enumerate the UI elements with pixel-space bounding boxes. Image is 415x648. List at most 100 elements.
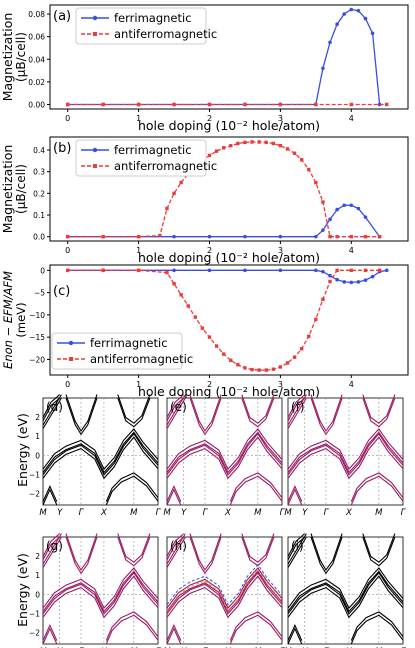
band-frame	[166, 536, 283, 645]
band-curve	[117, 536, 151, 567]
legend-marker-antiferro	[69, 357, 73, 361]
band-panel-label: (e)	[170, 400, 187, 414]
band-curve	[166, 432, 283, 476]
band-y-tick-label: −1	[29, 609, 40, 618]
data-point-antiferro	[229, 143, 233, 148]
data-point-antiferro	[363, 268, 368, 273]
band-frame	[166, 397, 283, 506]
y-axis-label-line1: Magnetization	[0, 13, 15, 102]
band-curve	[166, 571, 283, 615]
k-point-label: M	[254, 508, 262, 518]
data-point-antiferro	[377, 268, 382, 273]
band-curve	[362, 536, 396, 567]
data-point-antiferro	[299, 158, 304, 162]
band-y-tick-label: −1	[29, 470, 40, 479]
data-point-antiferro	[243, 366, 247, 370]
band-curve	[166, 428, 283, 471]
legend-marker-ferri	[92, 15, 98, 21]
k-point-label: M	[130, 508, 138, 518]
data-point-ferri	[278, 268, 283, 273]
data-point-antiferro	[385, 102, 389, 107]
panel-label: (b)	[53, 141, 71, 156]
data-point-antiferro	[179, 180, 183, 185]
band-curve	[166, 575, 283, 619]
k-point-label: Γ	[324, 508, 330, 518]
x-tick-label: 1	[136, 246, 141, 255]
band-curve	[362, 533, 396, 563]
band-curve	[241, 394, 275, 424]
x-tick-label: 4	[349, 114, 354, 123]
band-curve	[166, 397, 186, 429]
data-point-ferri	[172, 268, 176, 273]
band-curve	[42, 627, 58, 645]
data-point-antiferro	[158, 233, 162, 238]
band-structure-grid: (d)MYΓXMΓ210−1−2(e)MYΓXMΓ(f)MYΓXMΓ(g)MYΓ…	[29, 394, 407, 648]
data-point-ferri	[243, 234, 247, 239]
y-tick-label: 0.04	[28, 55, 45, 64]
band-curve-spin	[166, 563, 283, 606]
y-tick-label: 0.02	[28, 78, 45, 87]
x-tick-label: 1	[136, 380, 141, 389]
k-point-label: X	[224, 508, 231, 518]
legend-label-ferri: ferrimagnetic	[114, 11, 192, 25]
band-curve	[42, 428, 159, 471]
band-y-tick-label: 2	[35, 413, 40, 422]
k-point-label: M	[375, 508, 383, 518]
band-curve	[166, 488, 182, 506]
band-curve	[42, 431, 159, 474]
band-curve	[42, 488, 58, 506]
band-curve	[287, 627, 303, 645]
data-point-antiferro	[165, 206, 169, 211]
band-panel: (e)M Y Γ X M Γ	[163, 394, 286, 518]
data-point-ferri	[321, 66, 325, 71]
band-curve	[350, 472, 404, 502]
data-point-ferri	[370, 274, 375, 279]
band-curve	[229, 475, 283, 506]
band-curve	[310, 536, 343, 575]
data-point-ferri	[356, 8, 361, 13]
data-point-antiferro	[285, 361, 290, 365]
band-curve	[287, 394, 306, 418]
panel-label: (c)	[53, 284, 70, 299]
k-point-label: Γ	[156, 508, 162, 518]
data-point-antiferro	[257, 140, 261, 144]
band-curve	[42, 397, 62, 429]
band-curve	[117, 397, 151, 428]
data-point-ferri	[335, 277, 339, 282]
y-axis-label-line1: Enon − EFM/AFM	[1, 271, 15, 369]
band-curve	[42, 570, 159, 613]
data-point-ferri	[314, 234, 318, 239]
band-curve	[287, 484, 303, 502]
data-point-ferri	[349, 203, 354, 208]
band-curve	[287, 570, 404, 613]
data-point-antiferro	[299, 347, 304, 351]
x-tick-label: 0	[65, 246, 70, 255]
legend-marker-antiferro	[93, 32, 97, 36]
data-point-ferri	[328, 40, 332, 45]
band-curve	[42, 397, 61, 422]
data-point-ferri	[207, 268, 212, 273]
data-point-antiferro	[349, 102, 353, 107]
y-tick-label: 0.0	[33, 233, 45, 242]
band-y-tick-label: −2	[29, 629, 40, 638]
band-curve	[42, 394, 62, 426]
x-tick-label: 2	[207, 380, 212, 389]
k-point-label: M	[163, 508, 171, 518]
data-point-antiferro	[250, 140, 254, 144]
legend-box	[75, 7, 207, 45]
data-point-antiferro	[207, 153, 212, 158]
band-y-label-top: Energy (eV)	[15, 413, 30, 487]
data-point-antiferro	[278, 365, 283, 369]
y-axis-label-line2: (meV)	[14, 302, 28, 337]
band-panel-label: (h)	[170, 539, 187, 553]
data-point-antiferro	[66, 268, 70, 273]
data-point-antiferro	[363, 234, 368, 239]
data-point-antiferro	[186, 304, 190, 308]
y-tick-label: 0.00	[28, 100, 45, 109]
legend-label-antiferro: antiferromagnetic	[90, 352, 193, 366]
band-curve-spin	[166, 568, 283, 612]
data-point-antiferro	[321, 297, 325, 301]
x-tick-label: 0	[65, 114, 70, 123]
y-tick-label: 0.2	[33, 189, 45, 198]
